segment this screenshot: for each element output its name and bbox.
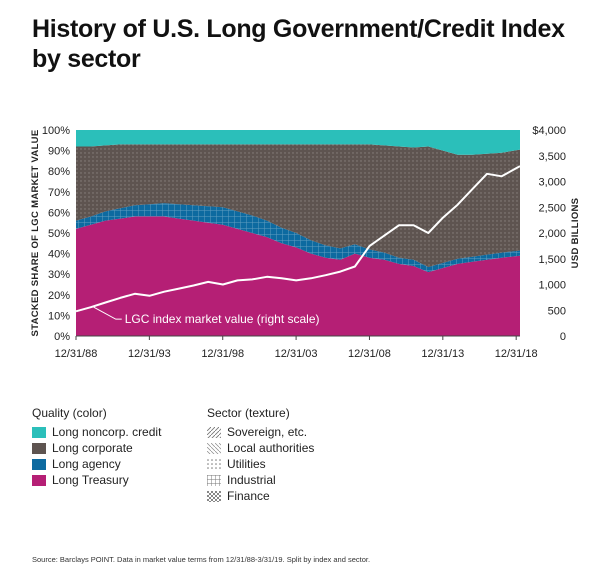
legend-swatch xyxy=(207,490,221,502)
x-tick-label: 12/31/13 xyxy=(421,348,464,360)
legend-swatch xyxy=(32,426,46,438)
texture-long-agency xyxy=(76,203,520,273)
legend-swatch xyxy=(32,474,46,486)
y2-tick-label: 2,000 xyxy=(538,228,566,240)
y2-tick-label: 500 xyxy=(548,305,566,317)
y-tick-label: 90% xyxy=(48,146,70,158)
legend-swatch xyxy=(207,474,221,486)
quality-legend-item: Long Treasury xyxy=(32,472,161,488)
quality-legend-title: Quality (color) xyxy=(32,406,107,420)
legend-swatch xyxy=(32,458,46,470)
x-tick-label: 12/31/03 xyxy=(275,348,318,360)
x-tick-label: 12/31/18 xyxy=(495,348,538,360)
area-long-treasury xyxy=(76,216,520,336)
quality-legend: Quality (color) Long noncorp. credit Long… xyxy=(32,405,161,488)
y-tick-label: 60% xyxy=(48,207,70,219)
plot-area: LGC index market value (right scale) xyxy=(75,130,521,336)
y2-tick-label: 0 xyxy=(560,331,566,343)
sector-legend-item: Sovereign, etc. xyxy=(207,424,314,440)
stacked-area-chart: LGC index market value (right scale) 0% 1… xyxy=(30,125,581,360)
legend-swatch xyxy=(207,458,221,470)
x-tick-label: 12/31/93 xyxy=(128,348,171,360)
legend-label: Utilities xyxy=(227,457,266,471)
sector-legend-item: Local authorities xyxy=(207,440,314,456)
y2-tick-label: 3,500 xyxy=(538,151,566,163)
sector-legend-title: Sector (texture) xyxy=(207,406,290,420)
x-tick-label: 12/31/98 xyxy=(201,348,244,360)
sector-legend-item: Utilities xyxy=(207,456,314,472)
source-note: Source: Barclays POINT. Data in market v… xyxy=(32,555,371,564)
legend-label: Long corporate xyxy=(52,441,133,455)
y2-tick-label: $4,000 xyxy=(532,125,566,137)
x-tick-label: 12/31/88 xyxy=(55,348,98,360)
market-value-line xyxy=(75,165,521,313)
legend-label: Long Treasury xyxy=(52,473,129,487)
y2-tick-label: 3,000 xyxy=(538,177,566,189)
legend-label: Long agency xyxy=(52,457,121,471)
y2-tick-label: 2,500 xyxy=(538,202,566,214)
area-long-noncorp-credit xyxy=(76,130,520,155)
legend-label: Sovereign, etc. xyxy=(227,425,308,439)
y-tick-label: 10% xyxy=(48,310,70,322)
y-tick-label: 100% xyxy=(42,125,70,137)
legend-swatch xyxy=(207,442,221,454)
quality-legend-item: Long corporate xyxy=(32,440,161,456)
annotation-leader xyxy=(93,306,122,320)
x-tick-label: 12/31/08 xyxy=(348,348,391,360)
legend-swatch xyxy=(207,426,221,438)
y-axis-title: STACKED SHARE OF LGC MARKET VALUE xyxy=(30,130,41,337)
y-tick-label: 30% xyxy=(48,269,70,281)
quality-legend-item: Long agency xyxy=(32,456,161,472)
y-tick-label: 70% xyxy=(48,187,70,199)
sector-legend: Sector (texture) Sovereign, etc. Local au… xyxy=(207,405,314,504)
y-tick-label: 0% xyxy=(54,331,70,343)
y2-tick-label: 1,000 xyxy=(538,280,566,292)
legend-label: Finance xyxy=(227,489,270,503)
y-tick-label: 50% xyxy=(48,228,70,240)
y2-tick-label: 1,500 xyxy=(538,254,566,266)
legend-label: Long noncorp. credit xyxy=(52,425,162,439)
sector-legend-item: Finance xyxy=(207,488,314,504)
quality-legend-item: Long noncorp. credit xyxy=(32,424,161,440)
y-tick-label: 80% xyxy=(48,166,70,178)
y-tick-label: 40% xyxy=(48,249,70,261)
chart-title: History of U.S. Long Government/Credit I… xyxy=(32,15,565,73)
legend-swatch xyxy=(32,442,46,454)
sector-legend-item: Industrial xyxy=(207,472,314,488)
texture-long-corporate xyxy=(76,144,520,267)
legend-label: Industrial xyxy=(227,473,276,487)
axes: 0% 10% 20% 30% 40% 50% 60% 70% 80% 90% 100% 0 500 1,0… xyxy=(30,125,581,360)
legend-label: Local authorities xyxy=(227,441,315,455)
annotation-label: LGC index market value (right scale) xyxy=(125,312,320,326)
y-tick-label: 20% xyxy=(48,290,70,302)
y2-axis-title: USD BILLIONS xyxy=(570,198,581,269)
